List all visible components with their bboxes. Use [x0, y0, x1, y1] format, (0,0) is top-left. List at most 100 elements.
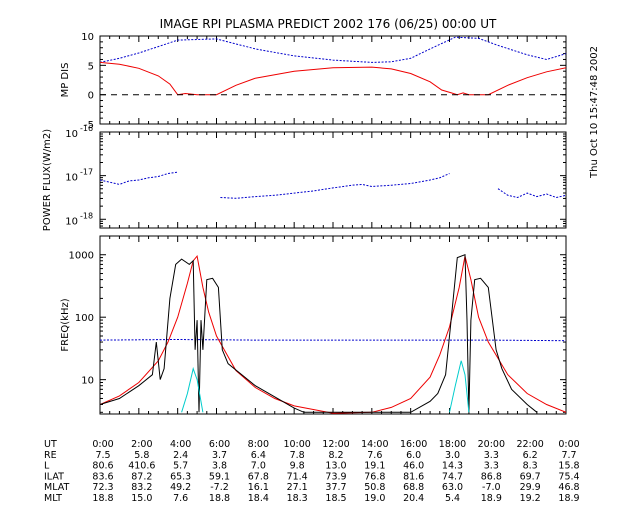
table-cell: 7.0 [251, 461, 266, 472]
table-cell: 6.2 [523, 450, 538, 461]
table-cell: 3.7 [212, 450, 227, 461]
table-cell: 29.9 [520, 482, 541, 493]
table-cell: 65.3 [170, 471, 191, 482]
x-axis-tick-label: 0:00 [92, 439, 113, 450]
table-cell: 18.3 [287, 493, 308, 504]
x-axis-tick-label: 8:00 [248, 439, 269, 450]
y-tick-label: 10 [65, 173, 78, 184]
series-cyan_solid [181, 366, 204, 413]
table-row-label: MLT [44, 493, 62, 504]
x-axis-tick-label: 16:00 [400, 439, 427, 450]
series-black_solid [100, 253, 538, 413]
table-cell: 76.8 [364, 471, 385, 482]
series-red_solid [100, 61, 566, 96]
table-cell: 3.3 [484, 450, 499, 461]
table-cell: 83.6 [92, 471, 113, 482]
table-cell: 7.6 [173, 493, 188, 504]
table-cell: 69.7 [520, 471, 541, 482]
table-cell: 71.4 [287, 471, 308, 482]
panel-frequency: 1000 100 10 FREQ(kHz) [60, 235, 567, 415]
x-axis-tick-label: 10:00 [283, 439, 310, 450]
y-tick-label: 5 [88, 61, 94, 72]
table-cell: 83.2 [131, 482, 152, 493]
table-cell: 46.8 [558, 482, 579, 493]
series-blue_dotted [100, 36, 566, 63]
x-axis-tick-label: 18:00 [439, 439, 466, 450]
y-axis-title: MP DIS [60, 63, 71, 98]
table-cell: 8.2 [328, 450, 343, 461]
table-cell: 9.8 [290, 461, 305, 472]
table-cell: 3.0 [445, 450, 460, 461]
figure-title: IMAGE RPI PLASMA PREDICT 2002 176 (06/25… [160, 17, 497, 31]
table-cell: 19.0 [364, 493, 385, 504]
y-tick-label: 10 [81, 376, 94, 387]
table-cell: 5.4 [445, 493, 460, 504]
table-cell: 3.3 [484, 461, 499, 472]
x-axis-tick-label: 6:00 [209, 439, 230, 450]
table-row-label: RE [44, 450, 57, 461]
table-cell: 67.8 [248, 471, 269, 482]
table-cell: 86.8 [481, 471, 502, 482]
table-cell: 74.7 [442, 471, 463, 482]
table-cell: 75.4 [558, 471, 579, 482]
table-cell: 50.8 [364, 482, 385, 493]
table-cell: 3.8 [212, 461, 227, 472]
table-row-label: UT [44, 439, 57, 450]
table-cell: 27.1 [287, 482, 308, 493]
table-cell: 72.3 [92, 482, 113, 493]
table-cell: -7.0 [482, 482, 501, 493]
table-cell: 15.0 [131, 493, 152, 504]
series-blue_flux [497, 188, 566, 199]
series-blue_flux [220, 173, 450, 199]
table-cell: 5.8 [134, 450, 149, 461]
table-cell: 73.9 [325, 471, 346, 482]
x-axis-labels: 0:00 2:00 4:00 6:00 8:00 10:00 12:00 14:00 16:00… [92, 439, 579, 450]
table-cell: 18.5 [325, 493, 346, 504]
table-cell: 6.4 [251, 450, 266, 461]
panel-frame [99, 35, 567, 125]
y-tick-label: 10 [65, 216, 78, 227]
table-cell: 7.6 [367, 450, 382, 461]
table-cell: 13.0 [325, 461, 346, 472]
table-cell: 63.0 [442, 482, 463, 493]
table-cell: 46.0 [403, 461, 424, 472]
table-cell: 49.2 [170, 482, 191, 493]
y-tick-exponent: -18 [80, 211, 93, 220]
table-cell: 410.6 [128, 461, 155, 472]
y-tick-label: 100 [75, 313, 94, 324]
table-cell: 14.3 [442, 461, 463, 472]
table-cell: 68.8 [403, 482, 424, 493]
table-cell: 18.8 [92, 493, 113, 504]
table-cell: 19.1 [364, 461, 385, 472]
table-cell: -7.2 [210, 482, 229, 493]
table-cell: 7.5 [95, 450, 110, 461]
table-cell: 7.8 [290, 450, 305, 461]
series-blue_dashed [100, 338, 566, 342]
y-tick-exponent: -16 [80, 124, 93, 133]
series-cyan_solid [449, 360, 470, 413]
y-axis-title: FREQ(kHz) [60, 298, 71, 351]
x-axis-tick-label: 14:00 [361, 439, 388, 450]
y-tick-label: 10 [81, 32, 94, 43]
y-tick-label: 1000 [69, 251, 94, 262]
y-tick-label: -5 [84, 120, 94, 131]
table-cell: 20.4 [403, 493, 424, 504]
y-tick-label: 0 [88, 91, 94, 102]
x-axis-tick-label: 0:00 [558, 439, 579, 450]
panel-frame [99, 235, 567, 415]
table-row-label: ILAT [44, 471, 64, 482]
table-cell: 6.0 [406, 450, 421, 461]
table-cell: 7.7 [561, 450, 576, 461]
side-timestamp: Thu Oct 10 15:47:48 2002 [589, 46, 600, 179]
table-cell: 80.6 [92, 461, 113, 472]
table-cell: 37.7 [325, 482, 346, 493]
x-axis-tick-label: 12:00 [322, 439, 349, 450]
table-cell: 5.7 [173, 461, 188, 472]
x-axis-tick-label: 20:00 [478, 439, 505, 450]
x-axis-tick-label: 4:00 [170, 439, 191, 450]
panel-frame [99, 131, 567, 229]
table-cell: 15.8 [558, 461, 579, 472]
